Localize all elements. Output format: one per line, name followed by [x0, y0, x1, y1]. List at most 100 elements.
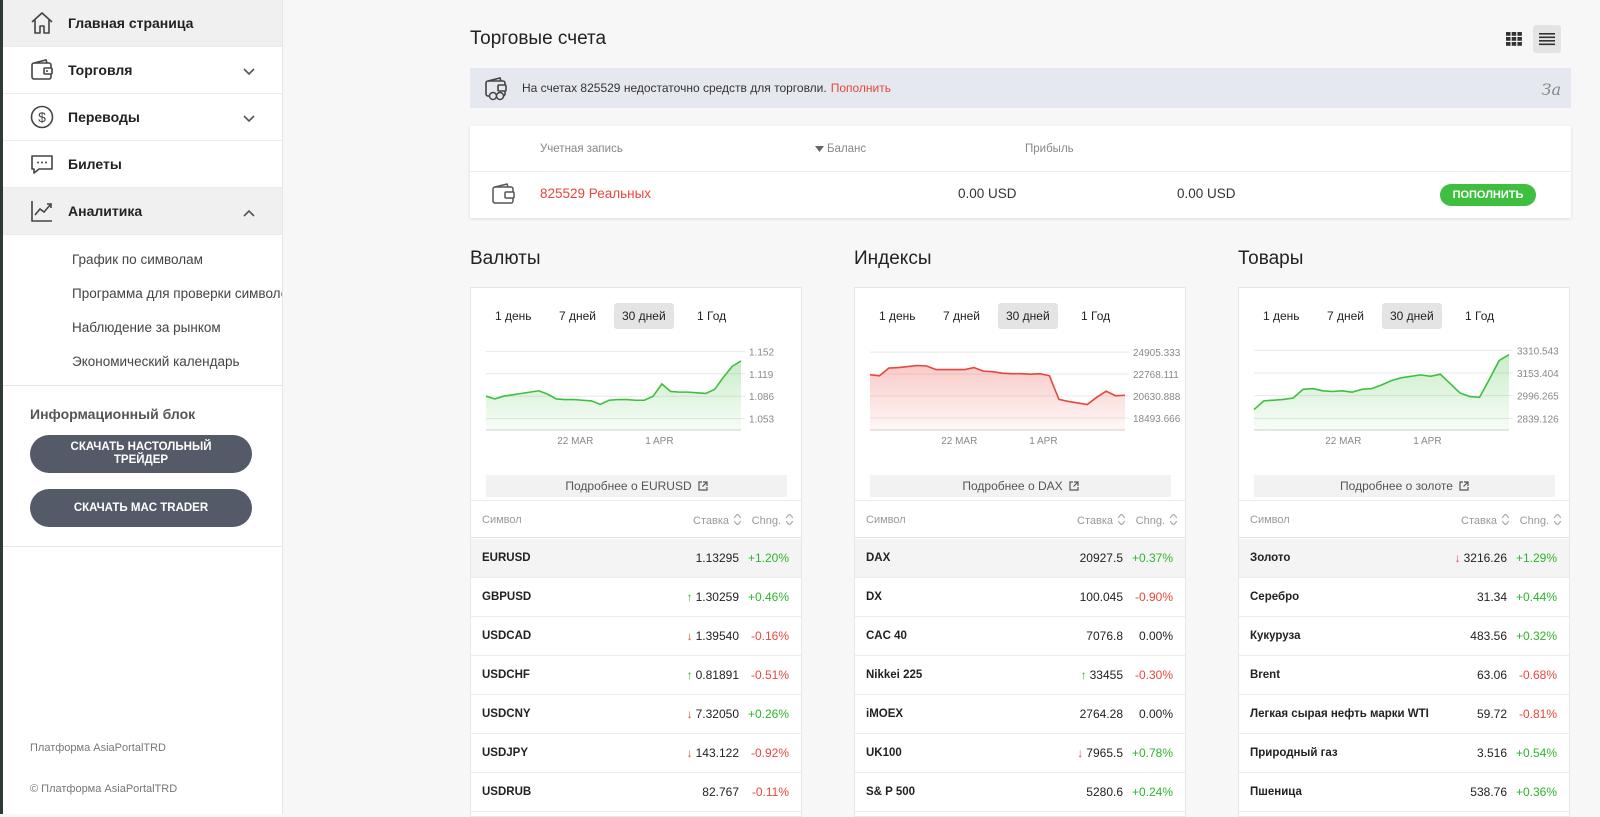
period-tab[interactable]: 7 дней — [1327, 309, 1365, 323]
currencies-chart: 1.152 1.119 1.086 1.053 22 MAR 1 APR — [485, 347, 774, 447]
account-name-link[interactable]: 825529 Реальных — [540, 186, 652, 201]
quote-row[interactable]: DAX 20927.5 +0.37% — [855, 539, 1185, 578]
col-rate[interactable]: Ставка — [693, 513, 742, 527]
col-balance[interactable]: Баланс — [815, 143, 866, 155]
chevron-down-icon[interactable] — [242, 111, 256, 129]
quote-row[interactable]: EURUSD 1.13295 +1.20% — [471, 539, 801, 578]
period-tab[interactable]: 7 дней — [559, 309, 597, 323]
col-profit[interactable]: Прибыль — [1025, 143, 1074, 155]
quote-row[interactable]: Кукуруза 483.56 +0.32% — [1239, 617, 1569, 656]
funds-alert: На счетах 825529 недостаточно средств дл… — [470, 68, 1571, 108]
quote-row[interactable]: Пшеница 538.76 +0.36% — [1239, 773, 1569, 812]
quote-rate: ↓ 143.122 — [687, 746, 739, 760]
nav-tickets[interactable]: Билеты — [3, 141, 282, 188]
quotes-table-header: Символ Ставка Chng. — [1239, 500, 1569, 538]
download-desktop-button[interactable]: СКАЧАТЬ НАСТОЛЬНЫЙ ТРЕЙДЕР — [30, 435, 252, 473]
chat-icon — [29, 151, 55, 177]
quote-rate-value: 5280.6 — [1086, 785, 1123, 799]
nav-home[interactable]: Главная страница — [3, 0, 282, 47]
col-symbol[interactable]: Символ — [482, 514, 522, 526]
arrow-up-icon: ↑ — [686, 590, 693, 604]
list-view-button[interactable] — [1533, 25, 1561, 53]
quote-change: +1.20% — [747, 551, 789, 565]
col-rate[interactable]: Ставка — [1461, 513, 1510, 527]
chevron-up-icon[interactable] — [242, 205, 256, 223]
quote-row[interactable]: USDCAD ↓ 1.39540 -0.16% — [471, 617, 801, 656]
quote-row[interactable]: UK100 ↓ 7965.5 +0.78% — [855, 734, 1185, 773]
period-tab[interactable]: 7 дней — [943, 309, 981, 323]
col-symbol[interactable]: Символ — [866, 514, 906, 526]
quote-row[interactable]: USDCHF ↑ 0.81891 -0.51% — [471, 656, 801, 695]
arrow-down-icon: ↓ — [686, 629, 693, 643]
quote-row[interactable]: Nikkei 225 ↑ 33455 -0.30% — [855, 656, 1185, 695]
nav-transfers[interactable]: $ Переводы — [3, 94, 282, 141]
quote-symbol: Nikkei 225 — [866, 669, 923, 681]
subnav-symbol-checker[interactable]: Программа для проверки символов — [72, 286, 282, 301]
quote-rate: 3.516 — [1477, 746, 1507, 760]
period-tab[interactable]: 1 день — [495, 309, 532, 323]
col-change[interactable]: Chng. — [752, 513, 794, 527]
col-change[interactable]: Chng. — [1136, 513, 1178, 527]
sort-icon — [1113, 513, 1126, 527]
quote-rate: ↓ 7965.5 — [1077, 746, 1123, 760]
sort-icon — [1549, 513, 1562, 527]
col-account[interactable]: Учетная запись — [540, 143, 623, 155]
period-tab[interactable]: 1 Год — [1465, 309, 1495, 323]
subnav-market-watch[interactable]: Наблюдение за рынком — [72, 320, 221, 335]
period-tab[interactable]: 1 Год — [697, 309, 727, 323]
more-info-link[interactable]: Подробнее о EURUSD — [486, 475, 787, 497]
y-tick-label: 2996.265 — [1517, 392, 1559, 403]
period-tab[interactable]: 1 день — [1263, 309, 1300, 323]
quote-rate-value: 100.045 — [1079, 590, 1123, 604]
quote-change: +0.78% — [1131, 746, 1173, 760]
topup-button[interactable]: ПОПОЛНИТЬ — [1440, 184, 1536, 206]
grid-view-button[interactable] — [1500, 25, 1528, 53]
x-tick-label: 1 APR — [645, 436, 673, 447]
period-tab[interactable]: 30 дней — [614, 303, 674, 329]
commodities-chart: 3310.543 3153.404 2996.265 2839.126 22 MAR 1 … — [1253, 346, 1559, 447]
quote-rate-value: 59.72 — [1476, 707, 1507, 721]
nav-analytics[interactable]: Аналитика — [3, 188, 282, 235]
download-mac-button[interactable]: СКАЧАТЬ MAC TRADER — [30, 489, 252, 527]
more-info-link[interactable]: Подробнее о золоте — [1254, 475, 1555, 497]
quote-row[interactable]: GBPUSD ↑ 1.30259 +0.46% — [471, 578, 801, 617]
x-tick-label: 22 MAR — [1325, 436, 1361, 447]
quote-row[interactable]: Природный газ 3.516 +0.54% — [1239, 734, 1569, 773]
period-tab[interactable]: 1 день — [879, 309, 916, 323]
quote-rate: 100.045 — [1080, 590, 1123, 604]
quote-row[interactable]: DX 100.045 -0.90% — [855, 578, 1185, 617]
period-tab[interactable]: 30 дней — [1382, 303, 1442, 329]
subnav-symbol-chart[interactable]: График по символам — [72, 252, 203, 267]
period-tab[interactable]: 1 Год — [1081, 309, 1111, 323]
period-tab[interactable]: 30 дней — [998, 303, 1058, 329]
quote-row[interactable]: USDJPY ↓ 143.122 -0.92% — [471, 734, 801, 773]
quote-row[interactable]: Легкая сырая нефть марки WTI 59.72 -0.81% — [1239, 695, 1569, 734]
quote-row[interactable]: Brent 63.06 -0.68% — [1239, 656, 1569, 695]
quote-change: -0.90% — [1134, 590, 1173, 604]
quote-row[interactable]: CAC 40 7076.8 0.00% — [855, 617, 1185, 656]
quote-row[interactable]: S& P 500 5280.6 +0.24% — [855, 773, 1185, 812]
nav-home-label: Главная страница — [68, 15, 194, 31]
quote-row[interactable]: USDCNY ↓ 7.32050 +0.26% — [471, 695, 801, 734]
quote-row[interactable]: Серебро 31.34 +0.44% — [1239, 578, 1569, 617]
quote-rate: ↓ 7.32050 — [687, 707, 739, 721]
subnav-economic-calendar[interactable]: Экономический календарь — [72, 354, 240, 369]
alert-topup-link[interactable]: Пополнить — [830, 81, 892, 95]
nav-analytics-label: Аналитика — [68, 203, 143, 219]
col-symbol[interactable]: Символ — [1250, 514, 1290, 526]
alert-close-button[interactable]: За — [1541, 80, 1561, 99]
external-link-icon — [1453, 479, 1469, 493]
quote-symbol: Серебро — [1250, 591, 1300, 603]
quote-row[interactable]: Золото ↓ 3216.26 +1.29% — [1239, 539, 1569, 578]
chart-line — [485, 360, 742, 406]
quotes-table-header: Символ Ставка Chng. — [471, 500, 801, 538]
quote-change: +1.29% — [1515, 551, 1557, 565]
col-balance-label: Баланс — [827, 143, 867, 155]
chevron-down-icon[interactable] — [242, 64, 256, 82]
col-rate[interactable]: Ставка — [1077, 513, 1126, 527]
nav-trading[interactable]: Торговля — [3, 47, 282, 94]
col-change[interactable]: Chng. — [1520, 513, 1562, 527]
quote-row[interactable]: iMOEX 2764.28 0.00% — [855, 695, 1185, 734]
quote-row[interactable]: USDRUB 82.767 -0.11% — [471, 773, 801, 812]
more-info-link[interactable]: Подробнее о DAX — [870, 475, 1171, 497]
